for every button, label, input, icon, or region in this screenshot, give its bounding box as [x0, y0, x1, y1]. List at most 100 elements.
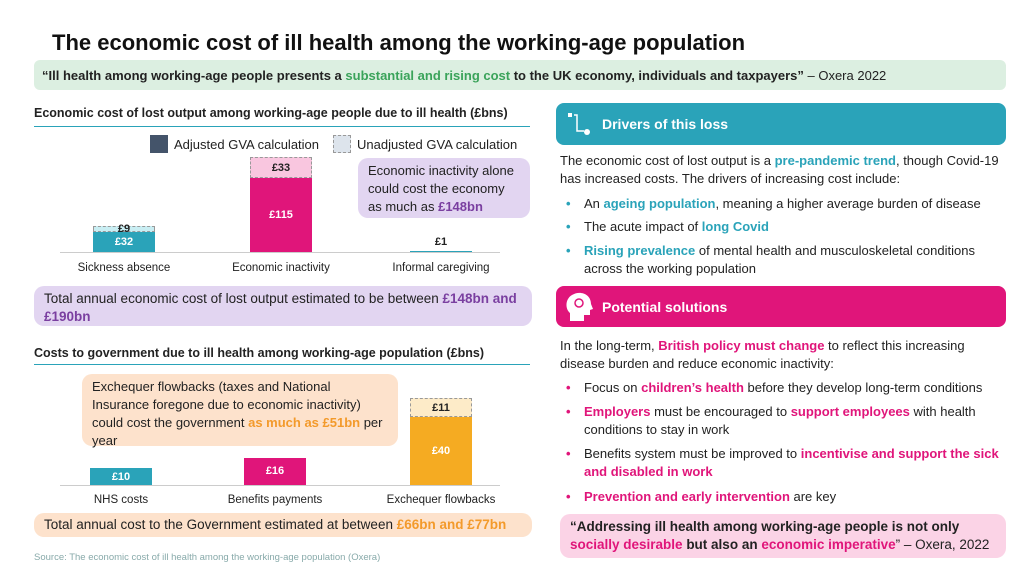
- drivers-bullet: • The acute impact of long Covid: [566, 219, 769, 234]
- text: ” – Oxera, 2022: [895, 537, 990, 552]
- callout-economic-inactivity: Economic inactivity alone could cost the…: [358, 158, 530, 218]
- text: but also an: [682, 537, 762, 552]
- category-label: Informal caregiving: [392, 262, 490, 274]
- category-label: Exchequer flowbacks: [386, 494, 496, 506]
- text: “Addressing ill health among working-age…: [570, 519, 960, 534]
- text: to reflect this increasing disease burde…: [560, 338, 965, 371]
- bar-exchequer-flowbacks: £40: [410, 417, 472, 485]
- highlight: socially desirable: [570, 537, 683, 552]
- bar-value-label: £1: [434, 236, 448, 248]
- callout-highlight: as much as £51bn: [248, 415, 361, 430]
- solutions-bullet: • Prevention and early intervention are k…: [566, 489, 837, 504]
- text: , meaning a higher average burden of dis…: [715, 196, 981, 211]
- callout-text: Economic inactivity alone could cost the…: [368, 163, 514, 214]
- category-label: NHS costs: [93, 494, 149, 506]
- highlight: economic imperative: [761, 537, 896, 552]
- headline-quote: “Ill health among working-age people pre…: [34, 60, 1006, 90]
- solutions-intro: In the long-term, British policy must ch…: [560, 337, 1006, 373]
- callout-exchequer: Exchequer flowbacks (taxes and National …: [82, 374, 398, 448]
- source-note: Source: The economic cost of ill health …: [34, 552, 381, 563]
- total-text: Total annual economic cost of lost outpu…: [44, 291, 443, 306]
- drivers-intro: The economic cost of lost output is a pr…: [560, 152, 1006, 188]
- closing-quote: “Addressing ill health among working-age…: [560, 514, 1006, 558]
- bar-economic-inactivity: £115: [250, 178, 312, 252]
- bar-value-label: £115: [269, 209, 293, 222]
- bar-value-label: £40: [431, 445, 451, 457]
- chart-baseline: [60, 252, 500, 253]
- category-label: Sickness absence: [77, 262, 171, 274]
- quote-highlight: substantial and rising cost: [345, 68, 511, 83]
- solutions-bullet: • Employers must be encouraged to support…: [566, 404, 976, 437]
- chart1-legend: Adjusted GVA calculation Unadjusted GVA …: [150, 135, 517, 153]
- highlight: children’s health: [641, 380, 744, 395]
- bar-upper-sickness-absence: £9: [93, 222, 155, 235]
- quote-text: to the UK economy, individuals and taxpa…: [510, 68, 804, 83]
- highlight: pre-pandemic trend: [774, 153, 896, 168]
- text: Benefits system must be improved to: [584, 446, 801, 461]
- callout-text: Exchequer flowbacks (taxes and National …: [92, 379, 361, 430]
- highlight: Employers: [584, 404, 651, 419]
- highlight: Rising prevalence: [584, 243, 696, 258]
- total-highlight: £148bn and £190bn: [44, 291, 517, 324]
- category-label: Benefits payments: [227, 494, 323, 506]
- chart2-title: Costs to government due to ill health am…: [34, 346, 485, 360]
- text: with health conditions to stay in work: [584, 404, 976, 437]
- total-lost-output: Total annual economic cost of lost outpu…: [34, 286, 532, 326]
- bar-value-label: £10: [111, 470, 131, 483]
- divider: [34, 364, 530, 365]
- solutions-bullet: • Focus on children’s health before they …: [566, 380, 983, 395]
- bar-value-label: £33: [271, 161, 291, 174]
- quote-text: “Ill health among working-age people pre…: [42, 68, 346, 83]
- head-idea-icon: [566, 292, 593, 321]
- callout-text: per year: [92, 415, 383, 448]
- solutions-bullet: • Benefits system must be improved to inc…: [566, 446, 999, 479]
- text: are key: [789, 489, 837, 504]
- text: before they develop long-term conditions: [743, 380, 983, 395]
- bar-informal-caregiving: £1: [410, 236, 472, 252]
- highlight: long Covid: [701, 219, 769, 234]
- category-label: Economic inactivity: [232, 262, 330, 274]
- chart-baseline: [60, 485, 500, 486]
- text: of mental health and musculoskeletal con…: [584, 243, 975, 276]
- legend-swatch-unadjusted: [333, 135, 352, 153]
- bar-value-label: £9: [117, 222, 131, 235]
- bar-value-label: £16: [265, 465, 285, 478]
- total-government-cost: Total annual cost to the Government esti…: [34, 513, 532, 537]
- solutions-header: Potential solutions: [556, 286, 1006, 327]
- total-highlight: £66bn and £77bn: [396, 517, 507, 532]
- quote-source: – Oxera 2022: [803, 68, 887, 83]
- text: An: [584, 196, 604, 211]
- text: Focus on: [584, 380, 642, 395]
- drivers-title: Drivers of this loss: [602, 116, 729, 132]
- total-text: Total annual cost to the Government esti…: [44, 517, 397, 532]
- bar-benefits-payments: £16: [244, 457, 306, 485]
- bar-sickness-absence: £32: [93, 231, 155, 252]
- highlight: incentivise and support the sick and dis…: [584, 446, 999, 479]
- bar-value-label: £32: [114, 235, 134, 248]
- callout-highlight: £148bn: [438, 199, 483, 214]
- chart1-title: Economic cost of lost output among worki…: [34, 106, 508, 120]
- highlight: ageing population: [603, 196, 716, 211]
- bar-upper-exchequer-flowbacks: £11: [410, 398, 472, 417]
- solutions-title: Potential solutions: [602, 298, 728, 315]
- legend-swatch-adjusted: [150, 135, 168, 153]
- page-title: The economic cost of ill health among th…: [52, 30, 746, 55]
- text: The acute impact of: [584, 219, 702, 234]
- bar-value-label: £11: [432, 401, 450, 414]
- highlight: British policy must change: [658, 338, 825, 353]
- flow-icon: [568, 113, 590, 135]
- bar-upper-economic-inactivity: £33: [250, 157, 312, 179]
- drivers-bullet: • Rising prevalence of mental health and …: [566, 243, 975, 276]
- highlight: support employees: [790, 404, 910, 419]
- text: In the long-term,: [560, 338, 659, 353]
- highlight: Prevention and early intervention: [584, 489, 790, 504]
- legend-label: Adjusted GVA calculation: [174, 136, 320, 152]
- legend-label: Unadjusted GVA calculation: [357, 136, 518, 152]
- text: The economic cost of lost output is a: [560, 153, 775, 168]
- bar-nhs-costs: £10: [90, 468, 152, 485]
- divider: [34, 126, 530, 127]
- drivers-bullet: • An ageing population, meaning a higher …: [566, 196, 981, 211]
- drivers-header: Drivers of this loss: [556, 103, 1006, 145]
- text: , though Covid-19 has increased costs. T…: [560, 153, 999, 186]
- text: must be encouraged to: [650, 404, 791, 419]
